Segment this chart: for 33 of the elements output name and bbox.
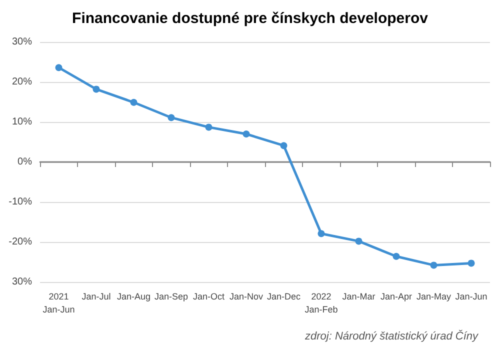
y-tick-label: 30% — [12, 36, 32, 48]
x-tick-label: Jan-Nov — [229, 292, 264, 302]
point — [280, 142, 288, 150]
x-tick-label: Jan-Dec — [266, 292, 302, 302]
y-tick-label: 0% — [18, 156, 32, 168]
point — [468, 260, 475, 267]
x-tick-label: Jan-Oct — [192, 292, 225, 302]
y-tick-label: 20% — [12, 76, 32, 88]
x-tick-label: 2022 Jan-Feb — [304, 292, 338, 314]
point — [92, 86, 100, 93]
text: zdroj: Národný štatistický úrad Číny — [304, 330, 480, 342]
x-tick-label: Jan-Mar — [342, 292, 376, 302]
point — [168, 114, 175, 122]
point — [355, 238, 362, 245]
point — [55, 64, 62, 72]
point — [205, 124, 212, 131]
x-tick-label: 2021 Jan-Jun — [42, 292, 75, 314]
x-tick-label: Jan-Jul — [82, 292, 111, 302]
x-tick-label: Jan-May — [416, 292, 452, 302]
point — [130, 98, 138, 106]
x-tick-label: Jan-Aug — [116, 292, 151, 302]
y-tick-label: 30% — [12, 276, 32, 288]
y-tick-label: -20% — [8, 236, 32, 248]
y-tick-label: -10% — [8, 196, 32, 208]
x-tick-label: Jan-Apr — [380, 292, 412, 302]
x-tick-label: Jan-Sep — [154, 292, 188, 302]
point — [242, 130, 250, 138]
x-tick-label: Jan-Jun — [455, 292, 488, 302]
point — [392, 252, 400, 260]
chart-title: Financovanie dostupné pre čínskych developerov — [72, 10, 429, 27]
y-tick-label: 10% — [12, 116, 32, 128]
point — [318, 230, 325, 238]
point — [430, 262, 438, 269]
